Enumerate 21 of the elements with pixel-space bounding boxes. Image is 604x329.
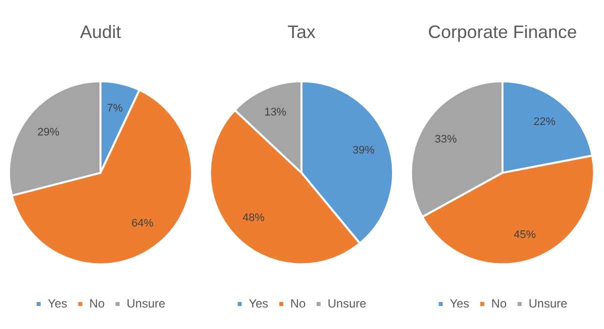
data-label: 48% <box>242 212 265 224</box>
legend-label: No <box>89 296 105 310</box>
chart-title: Tax <box>287 22 316 42</box>
legend-label: No <box>290 296 306 310</box>
legend-label: Yes <box>450 296 470 310</box>
chart-title: Audit <box>80 22 122 42</box>
legend-label: Yes <box>248 296 268 310</box>
legend-label: Unsure <box>126 296 166 310</box>
legend-label: Yes <box>48 296 68 310</box>
data-label: 39% <box>352 144 375 157</box>
data-label: 7% <box>106 102 124 115</box>
data-label: 22% <box>533 116 556 128</box>
chart-title: Corporate Finance <box>428 22 578 42</box>
data-label: 13% <box>264 106 287 118</box>
legend-label: Unsure <box>528 296 568 310</box>
data-label: 29% <box>37 126 60 138</box>
data-label: 33% <box>434 133 458 146</box>
legend-label: Unsure <box>328 296 367 310</box>
data-label: 64% <box>131 218 154 230</box>
data-label: 45% <box>514 228 536 241</box>
legend-label: No <box>491 296 507 310</box>
